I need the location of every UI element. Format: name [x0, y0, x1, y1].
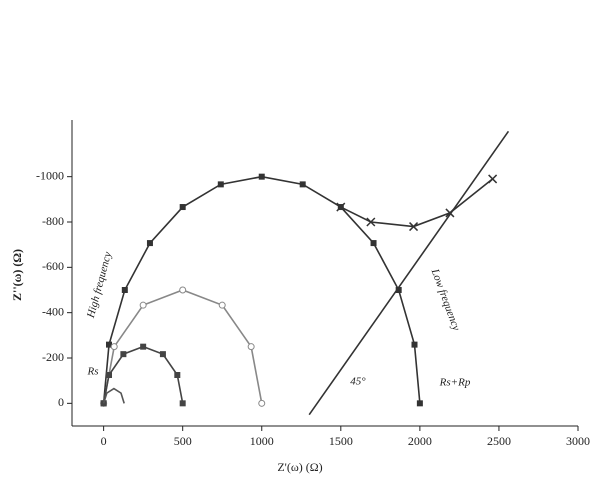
- x-tick-label: 500: [174, 434, 192, 448]
- marker: [110, 343, 118, 351]
- marker: [299, 181, 306, 188]
- annotation: Low frequency: [428, 266, 462, 332]
- marker: [258, 399, 266, 407]
- marker: [120, 351, 127, 358]
- x-axis-label: Z'(ω) (Ω): [277, 460, 322, 474]
- x-tick-label: 2500: [487, 434, 511, 448]
- marker: [370, 240, 377, 247]
- marker: [395, 287, 402, 293]
- y-axis-label: Z''(ω) (Ω): [10, 249, 24, 301]
- marker: [179, 286, 187, 294]
- marker: [247, 343, 255, 351]
- annotation: 45°: [350, 376, 366, 388]
- marker: [336, 202, 346, 212]
- y-tick-label: -800: [42, 214, 64, 228]
- marker: [488, 174, 498, 184]
- marker: [121, 287, 128, 293]
- marker: [179, 400, 186, 407]
- curve: [102, 387, 125, 404]
- curve: [102, 289, 263, 404]
- marker: [146, 240, 153, 247]
- y-tick-label: -600: [42, 259, 64, 273]
- marker: [366, 217, 376, 227]
- annotation: High frequency: [85, 251, 114, 321]
- annotation: Rs: [87, 366, 99, 378]
- x-tick-label: 1000: [250, 434, 274, 448]
- y-tick-label: -1000: [36, 168, 64, 182]
- marker: [258, 173, 265, 180]
- marker: [409, 222, 419, 232]
- y-tick-label: 0: [58, 395, 64, 409]
- x-tick-label: 2000: [408, 434, 432, 448]
- marker: [140, 343, 147, 350]
- y-tick-label: -200: [42, 350, 64, 364]
- marker: [174, 372, 181, 378]
- marker: [411, 341, 418, 348]
- marker: [179, 204, 186, 211]
- curve: [308, 130, 510, 416]
- x-tick-label: 0: [101, 434, 107, 448]
- curve: [102, 345, 184, 404]
- marker: [106, 341, 113, 348]
- y-tick-label: -400: [42, 304, 64, 318]
- x-tick-label: 3000: [566, 434, 590, 448]
- annotation: Rs+Rp: [439, 377, 471, 389]
- marker: [416, 400, 423, 407]
- x-tick-label: 1500: [329, 434, 353, 448]
- marker: [159, 351, 166, 358]
- marker: [106, 372, 113, 378]
- marker: [218, 301, 226, 309]
- marker: [217, 181, 224, 188]
- curve: [102, 175, 421, 404]
- marker: [139, 301, 147, 309]
